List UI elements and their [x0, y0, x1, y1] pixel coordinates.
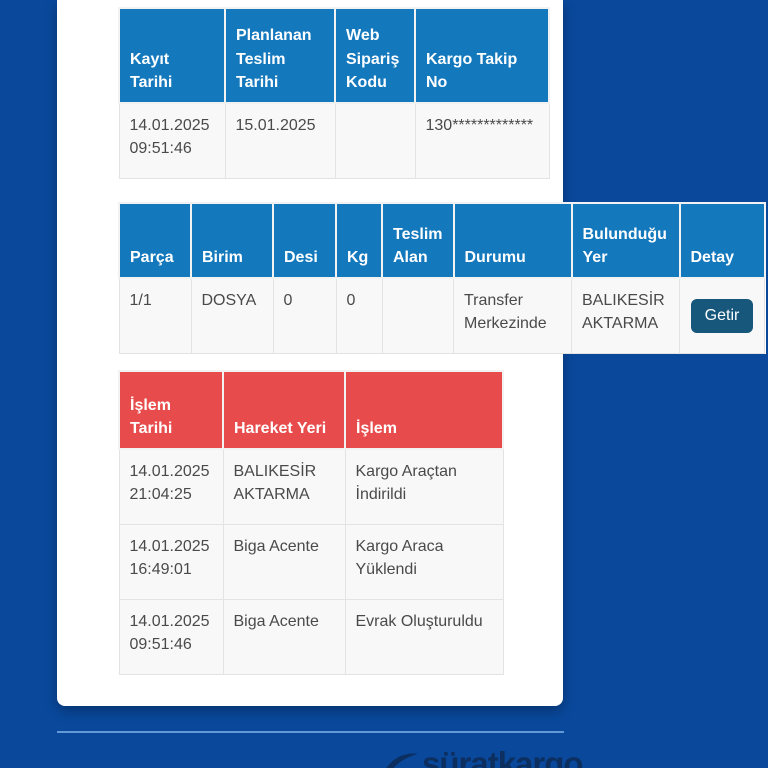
cell-islem: Kargo Araca Yüklendi — [344, 523, 504, 600]
cell-desi: 0 — [272, 277, 337, 354]
table-row: 14.01.2025 09:51:46 15.01.2025 130******… — [118, 102, 550, 179]
column-header-hareket-yeri: Hareket Yeri — [222, 370, 346, 450]
footer-divider — [57, 731, 564, 733]
cell-durumu: Transfer Merkezinde — [453, 277, 572, 354]
cell-detay: Getir — [679, 277, 765, 354]
movement-row: 14.01.2025 09:51:46 Biga Acente Evrak Ol… — [118, 598, 504, 675]
column-header-islem: İşlem — [344, 370, 504, 450]
column-header-planlanan-teslim-tarihi: Planlanan Teslim Tarihi — [224, 7, 336, 104]
column-header-birim: Birim — [190, 202, 274, 279]
cell-kg: 0 — [335, 277, 383, 354]
cell-kayit-tarihi: 14.01.2025 09:51:46 — [118, 102, 226, 179]
cell-birim: DOSYA — [190, 277, 274, 354]
column-header-parca: Parça — [118, 202, 192, 279]
table-header-row: Parça Birim Desi Kg Teslim Alan Durumu B… — [118, 202, 766, 279]
column-header-detay: Detay — [678, 202, 766, 279]
column-header-kargo-takip-no: Kargo Takip No — [414, 7, 550, 104]
cell-islem-tarihi: 14.01.2025 09:51:46 — [118, 598, 224, 675]
cell-islem: Evrak Oluşturuldu — [344, 598, 504, 675]
logo-swoosh-icon — [386, 753, 419, 768]
cell-kargo-takip-no: 130************* — [414, 102, 550, 179]
column-header-bulundugu-yer: Bulunduğu Yer — [570, 202, 681, 279]
cell-planlanan-teslim-tarihi: 15.01.2025 — [224, 102, 336, 179]
movement-row: 14.01.2025 16:49:01 Biga Acente Kargo Ar… — [118, 523, 504, 600]
cell-hareket-yeri: Biga Acente — [222, 598, 346, 675]
cell-bulundugu-yer: BALIKESİR AKTARMA — [571, 277, 680, 354]
cell-hareket-yeri: Biga Acente — [222, 523, 346, 600]
package-detail-table: Parça Birim Desi Kg Teslim Alan Durumu B… — [118, 202, 766, 354]
cell-teslim-alan — [381, 277, 454, 354]
column-header-islem-tarihi: İşlem Tarihi — [118, 370, 224, 450]
logo-text: süratkargo — [422, 745, 584, 768]
cell-islem-tarihi: 14.01.2025 21:04:25 — [118, 448, 224, 525]
cell-hareket-yeri: BALIKESİR AKTARMA — [222, 448, 346, 525]
cell-islem-tarihi: 14.01.2025 16:49:01 — [118, 523, 224, 600]
table-row: 1/1 DOSYA 0 0 Transfer Merkezinde BALIKE… — [118, 277, 765, 354]
detail-getir-button[interactable]: Getir — [690, 298, 754, 333]
column-header-teslim-alan: Teslim Alan — [381, 202, 455, 279]
shipment-summary-table: Kayıt Tarihi Planlanan Teslim Tarihi Web… — [118, 7, 550, 179]
cell-parca: 1/1 — [118, 277, 192, 354]
column-header-durumu: Durumu — [452, 202, 573, 279]
movement-history-table: İşlem Tarihi Hareket Yeri İşlem 14.01.20… — [118, 370, 504, 675]
table-header-row: Kayıt Tarihi Planlanan Teslim Tarihi Web… — [118, 7, 550, 104]
table-header-row: İşlem Tarihi Hareket Yeri İşlem — [118, 370, 504, 450]
column-header-kayit-tarihi: Kayıt Tarihi — [118, 7, 226, 104]
cell-islem: Kargo Araçtan İndirildi — [344, 448, 504, 525]
cell-web-siparis-kodu — [334, 102, 416, 179]
column-header-desi: Desi — [272, 202, 337, 279]
column-header-kg: Kg — [335, 202, 383, 279]
movement-row: 14.01.2025 21:04:25 BALIKESİR AKTARMA Ka… — [118, 448, 504, 525]
surat-kargo-logo[interactable]: süratkargo — [381, 745, 584, 768]
column-header-web-siparis-kodu: Web Sipariş Kodu — [334, 7, 416, 104]
